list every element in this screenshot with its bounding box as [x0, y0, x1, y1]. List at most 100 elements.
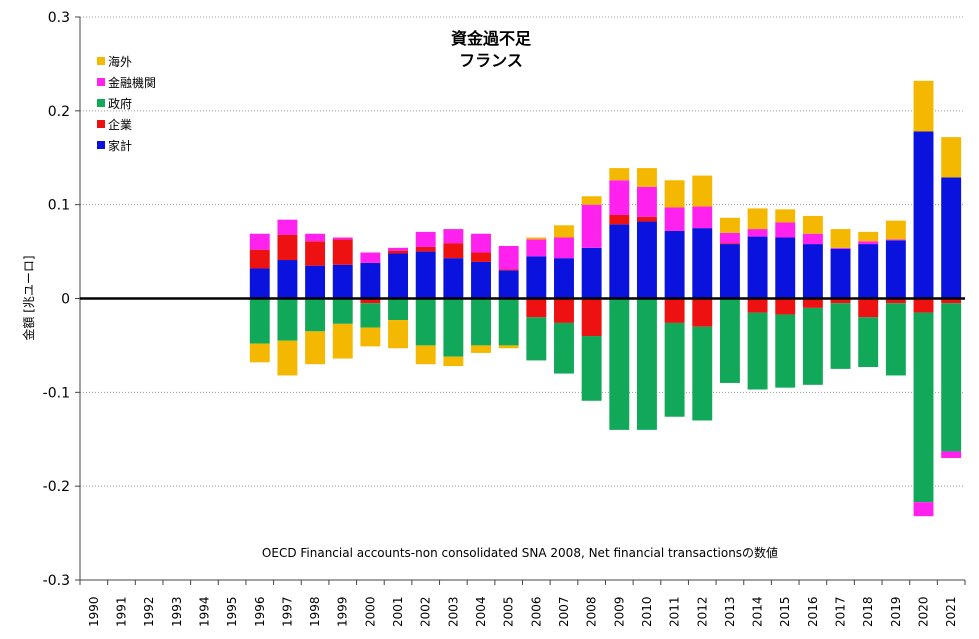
bar-segment-海外-1999 [332, 323, 353, 359]
bar-segment-企業-2000 [360, 298, 381, 304]
x-tick-label: 2003 [446, 596, 460, 627]
axes-group [75, 16, 966, 585]
bar-segment-金融機関-2009 [609, 180, 630, 215]
bar-segment-金融機関-2019 [885, 239, 906, 241]
bar-segment-政府-2017 [830, 303, 851, 369]
bar-segment-家計-1998 [305, 265, 326, 299]
bar-segment-金融機関-1996 [249, 233, 270, 250]
bar-segment-企業-2013 [719, 243, 740, 245]
bar-segment-政府-2015 [775, 314, 796, 388]
bar-segment-政府-1998 [305, 298, 326, 332]
x-tick-label: 2000 [363, 596, 377, 627]
bar-segment-金融機関-2003 [443, 229, 464, 244]
bar-segment-企業-2008 [581, 298, 602, 337]
bar-segment-金融機関-2021 [941, 451, 962, 459]
bar-segment-家計-2002 [415, 251, 436, 299]
bar-segment-金融機関-2000 [360, 252, 381, 263]
x-tick-label: 1999 [336, 596, 350, 627]
bar-segment-海外-2019 [885, 220, 906, 240]
bar-segment-政府-2012 [692, 326, 713, 421]
bar-segment-企業-2011 [664, 298, 685, 323]
bar-segment-政府-2004 [471, 298, 491, 346]
bar-segment-家計-2000 [360, 262, 381, 299]
bar-segment-政府-2011 [664, 322, 685, 417]
bar-segment-企業-2010 [636, 216, 657, 222]
x-tick-label: 2017 [834, 596, 848, 627]
bar-segment-金融機関-2013 [719, 232, 740, 244]
bar-segment-海外-1997 [277, 340, 298, 376]
x-tick-label: 2019 [889, 596, 903, 627]
x-tick-label: 1998 [308, 596, 322, 627]
legend-label: 企業 [108, 117, 132, 132]
legend-swatch [97, 57, 105, 65]
bar-segment-政府-1997 [277, 298, 298, 341]
bar-segment-金融機関-2011 [664, 207, 685, 231]
bar-segment-企業-2015 [775, 298, 796, 315]
bar-segment-海外-2014 [747, 208, 768, 230]
bar-segment-家計-2010 [636, 221, 657, 299]
y-tick-label: -0.3 [43, 573, 70, 589]
x-tick-label: 2007 [557, 596, 571, 627]
bar-segment-金融機関-2017 [830, 247, 851, 249]
x-tick-label: 2011 [668, 596, 682, 627]
bar-segment-家計-2015 [775, 237, 796, 299]
bar-segment-企業-1999 [332, 239, 353, 265]
bar-segment-企業-2018 [858, 298, 879, 318]
legend-swatch [97, 78, 105, 86]
bar-segment-政府-2018 [858, 317, 879, 367]
bar-segment-金融機関-2016 [802, 233, 823, 245]
bar-segment-家計-2014 [747, 236, 768, 299]
y-tick-label: 0 [61, 292, 70, 308]
x-tick-label: 2012 [695, 596, 709, 627]
bar-segment-金融機関-2006 [526, 239, 547, 257]
bar-segment-家計-2007 [554, 258, 574, 299]
x-tick-label: 2008 [585, 596, 599, 627]
x-tick-label: 2020 [917, 596, 931, 627]
bar-segment-家計-1999 [332, 264, 353, 299]
bar-segment-家計-1997 [277, 260, 298, 299]
bar-segment-海外-2020 [913, 80, 934, 132]
bar-segment-企業-2017 [830, 298, 851, 304]
bar-segment-金融機関-2010 [636, 186, 657, 217]
x-tick-label: 2001 [391, 596, 405, 627]
bar-segment-金融機関-2020 [913, 502, 934, 517]
bar-segment-企業-2014 [747, 298, 768, 313]
bar-segment-金融機関-2004 [471, 233, 491, 253]
bar-segment-海外-2015 [775, 209, 796, 223]
bar-segment-金融機関-2012 [692, 206, 713, 229]
legend-swatch [97, 141, 105, 149]
bar-segment-企業-2021 [941, 298, 962, 304]
x-tick-label: 1995 [225, 596, 239, 627]
bar-segment-企業-1996 [249, 249, 270, 269]
x-tick-label: 1991 [114, 596, 128, 627]
bar-segment-金融機関-2005 [498, 245, 519, 270]
bar-segment-家計-2004 [471, 261, 491, 299]
bar-segment-政府-1999 [332, 298, 353, 324]
chart-subtitle: フランス [459, 51, 523, 70]
bar-segment-企業-2020 [913, 298, 934, 313]
bar-segment-政府-2005 [498, 298, 519, 346]
x-tick-label: 2010 [640, 596, 654, 627]
bar-segment-政府-2000 [360, 303, 381, 328]
bar-segment-家計-2011 [664, 230, 685, 299]
bar-segment-政府-2001 [388, 298, 409, 321]
bar-segment-政府-2013 [719, 298, 740, 383]
bar-segment-金融機関-1998 [305, 233, 326, 242]
legend-label: 家計 [108, 138, 132, 153]
bar-segment-海外-2016 [802, 215, 823, 234]
bar-segment-金融機関-2002 [415, 231, 436, 247]
bar-segment-家計-2016 [802, 244, 823, 299]
bar-segment-海外-2009 [609, 168, 630, 181]
y-tick-label: 0.2 [48, 104, 70, 120]
legend-label: 金融機関 [108, 75, 156, 90]
bar-segment-企業-1997 [277, 234, 298, 261]
chart-title: 資金過不足 [451, 29, 532, 48]
bar-segment-海外-2021 [941, 137, 962, 178]
bar-segment-海外-2010 [636, 168, 657, 187]
bar-segment-政府-2006 [526, 317, 547, 361]
bar-segment-金融機関-1997 [277, 219, 298, 235]
bar-segment-家計-2020 [913, 131, 934, 299]
bar-segment-家計-2003 [443, 258, 464, 299]
